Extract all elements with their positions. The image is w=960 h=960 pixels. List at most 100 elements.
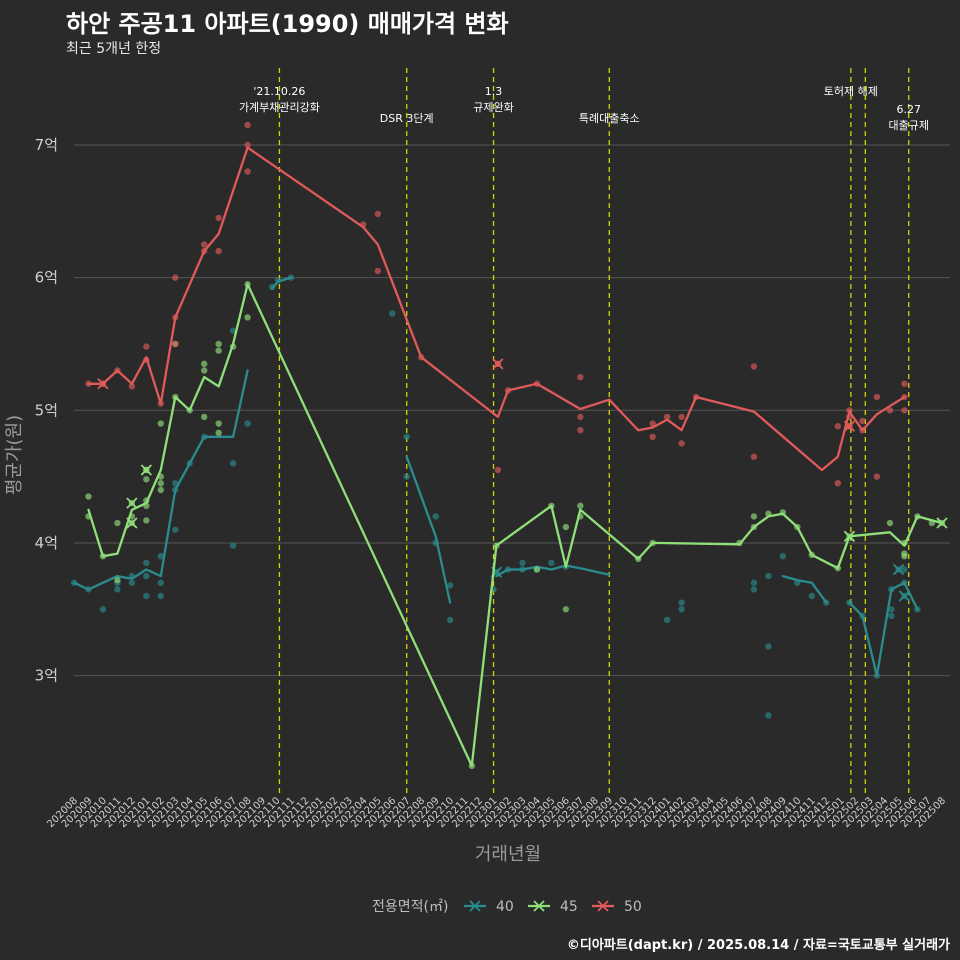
data-point-50 — [846, 407, 853, 414]
data-point-50 — [859, 417, 866, 425]
data-point-40 — [765, 572, 772, 580]
data-point-40 — [143, 572, 150, 580]
data-point-50 — [649, 433, 656, 441]
series-line-40 — [405, 455, 452, 604]
data-point-40 — [888, 606, 895, 613]
data-point-40 — [765, 712, 772, 719]
event-label: 특례대출축소 — [579, 112, 640, 125]
data-point-50 — [244, 168, 251, 175]
series-line-40 — [72, 369, 249, 591]
data-point-40 — [446, 582, 454, 589]
event-label: 가계부채관리강화 — [239, 101, 320, 114]
event-label: '21.10.26 — [253, 85, 305, 98]
data-point-40 — [172, 526, 179, 533]
data-point-45 — [215, 347, 222, 354]
data-point-40 — [678, 606, 685, 613]
legend-marker-50 — [597, 900, 609, 912]
legend-title: 전용면적(㎡) — [372, 899, 448, 915]
data-point-40 — [157, 579, 164, 586]
data-point-50 — [172, 274, 179, 281]
data-point-50 — [901, 407, 908, 414]
x-marker-50 — [843, 420, 856, 432]
data-point-50 — [215, 247, 222, 255]
data-point-45 — [886, 519, 894, 527]
y-tick-label: 5억 — [35, 401, 58, 419]
data-point-40 — [99, 606, 107, 613]
y-tick-label: 6억 — [35, 269, 58, 287]
data-point-50 — [172, 340, 179, 348]
data-point-40 — [128, 579, 136, 586]
event-label: 6.27 — [896, 103, 921, 116]
data-point-45 — [157, 480, 164, 487]
data-point-50 — [678, 413, 685, 421]
data-point-45 — [215, 420, 222, 427]
series-line-40 — [495, 564, 611, 578]
data-point-40 — [888, 612, 895, 620]
data-point-50 — [834, 423, 842, 430]
y-tick-label: 7억 — [35, 136, 58, 154]
event-label: 대출규제 — [888, 119, 928, 132]
data-point-50 — [374, 210, 381, 218]
event-label: DSR 3단계 — [380, 112, 434, 125]
data-point-50 — [873, 473, 881, 480]
data-point-40 — [750, 586, 758, 593]
data-point-50 — [901, 380, 908, 387]
x-axis-title: 거래년월 — [475, 844, 541, 865]
x-marker-40 — [898, 590, 911, 602]
data-point-50 — [577, 426, 584, 434]
event-label: 토허제 해제 — [824, 84, 878, 98]
data-point-45 — [562, 523, 570, 531]
data-point-45 — [143, 517, 150, 524]
data-point-45 — [157, 486, 164, 494]
data-point-40 — [143, 559, 150, 567]
data-point-40 — [229, 327, 237, 334]
data-point-50 — [128, 383, 136, 390]
data-point-45 — [577, 502, 584, 509]
data-series — [70, 121, 948, 770]
y-tick-label: 3억 — [35, 667, 58, 685]
data-point-40 — [432, 513, 439, 520]
data-point-50 — [215, 214, 222, 222]
data-point-40 — [229, 460, 237, 467]
x-tick-labels: 2020082020092020102020112020122021012021… — [45, 795, 948, 830]
data-point-40 — [808, 592, 815, 600]
event-label: 1.3 — [485, 85, 503, 98]
x-marker-45 — [126, 497, 138, 509]
data-point-50 — [678, 440, 685, 447]
data-point-40 — [389, 310, 396, 317]
data-point-40 — [403, 473, 410, 480]
data-point-40 — [157, 592, 164, 600]
series-line-40 — [271, 276, 293, 290]
data-point-50 — [577, 413, 584, 421]
y-axis-title: 평균가(원) — [4, 415, 25, 495]
chart-subtitle: 최근 5개년 한정 — [66, 41, 162, 57]
data-point-40 — [678, 599, 685, 606]
data-point-50 — [750, 363, 758, 370]
x-marker-50 — [492, 358, 504, 370]
data-point-45 — [750, 513, 758, 520]
data-point-50 — [886, 407, 894, 414]
series-line-40 — [848, 581, 919, 677]
data-point-50 — [143, 343, 150, 350]
data-point-50 — [244, 121, 251, 129]
x-marker-40 — [892, 563, 905, 576]
data-point-50 — [750, 453, 758, 460]
legend-marker-45 — [533, 900, 545, 912]
chart-title: 하안 주공11 아파트(1990) 매매가격 변화 — [66, 10, 509, 38]
data-point-50 — [873, 393, 881, 401]
series-line-45 — [87, 283, 944, 767]
data-point-45 — [157, 420, 164, 427]
data-point-40 — [548, 559, 555, 567]
legend: 전용면적(㎡) 40 45 50 — [372, 899, 642, 915]
data-point-50 — [663, 413, 671, 421]
x-marker-45 — [140, 464, 152, 476]
data-point-45 — [215, 429, 222, 437]
x-marker-45 — [936, 517, 948, 529]
data-point-45 — [114, 576, 121, 584]
data-point-40 — [779, 553, 787, 560]
legend-entry-45: 45 — [560, 899, 578, 915]
data-point-40 — [403, 433, 410, 441]
series-line-50 — [87, 146, 906, 472]
source-caption: ©디아파트(dapt.kr) / 2025.08.14 / 자료=국토교통부 실… — [566, 938, 950, 953]
